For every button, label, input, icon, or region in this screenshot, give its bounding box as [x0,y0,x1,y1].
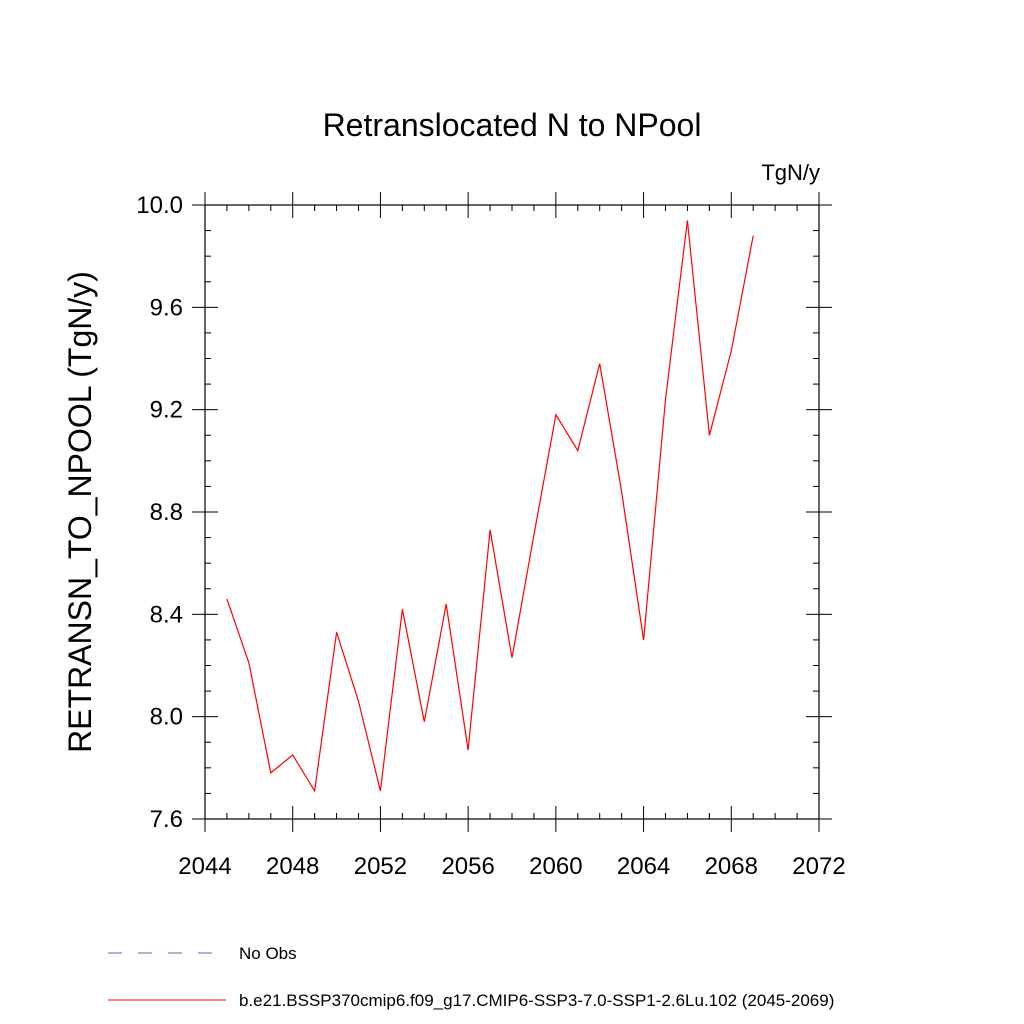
y-tick-label: 8.8 [150,499,183,526]
legend-label: No Obs [239,944,297,963]
x-tick-label: 2068 [705,853,758,880]
units-label: TgN/y [761,160,820,185]
chart-title: Retranslocated N to NPool [323,107,702,143]
axis-ticks: 2044 2048 2052 2056 2060 2064 2068 2072 7.6 8.0 8.… [136,192,846,880]
series-line [226,220,754,793]
legend: No Obs b.e21.BSSP370cmip6.f09_g17.CMIP6-S… [108,944,834,1010]
plot-frame [204,204,820,820]
y-tick-label: 9.2 [150,397,183,424]
y-tick-label: 8.4 [150,601,183,628]
y-tick-label: 10.0 [136,192,183,219]
x-tick-label: 2056 [441,853,494,880]
x-tick-label: 2064 [617,853,670,880]
series-layer [226,220,754,793]
legend-label: b.e21.BSSP370cmip6.f09_g17.CMIP6-SSP3-7.… [239,991,834,1010]
y-tick-label: 7.6 [150,806,183,833]
x-tick-label: 2048 [266,853,319,880]
y-tick-label: 8.0 [150,704,183,731]
x-tick-label: 2052 [354,853,407,880]
x-tick-label: 2072 [792,853,845,880]
x-tick-label: 2060 [529,853,582,880]
x-tick-label: 2044 [178,853,231,880]
y-tick-label: 9.6 [150,294,183,321]
y-axis-label: RETRANSN_TO_NPOOL (TgN/y) [62,271,98,753]
